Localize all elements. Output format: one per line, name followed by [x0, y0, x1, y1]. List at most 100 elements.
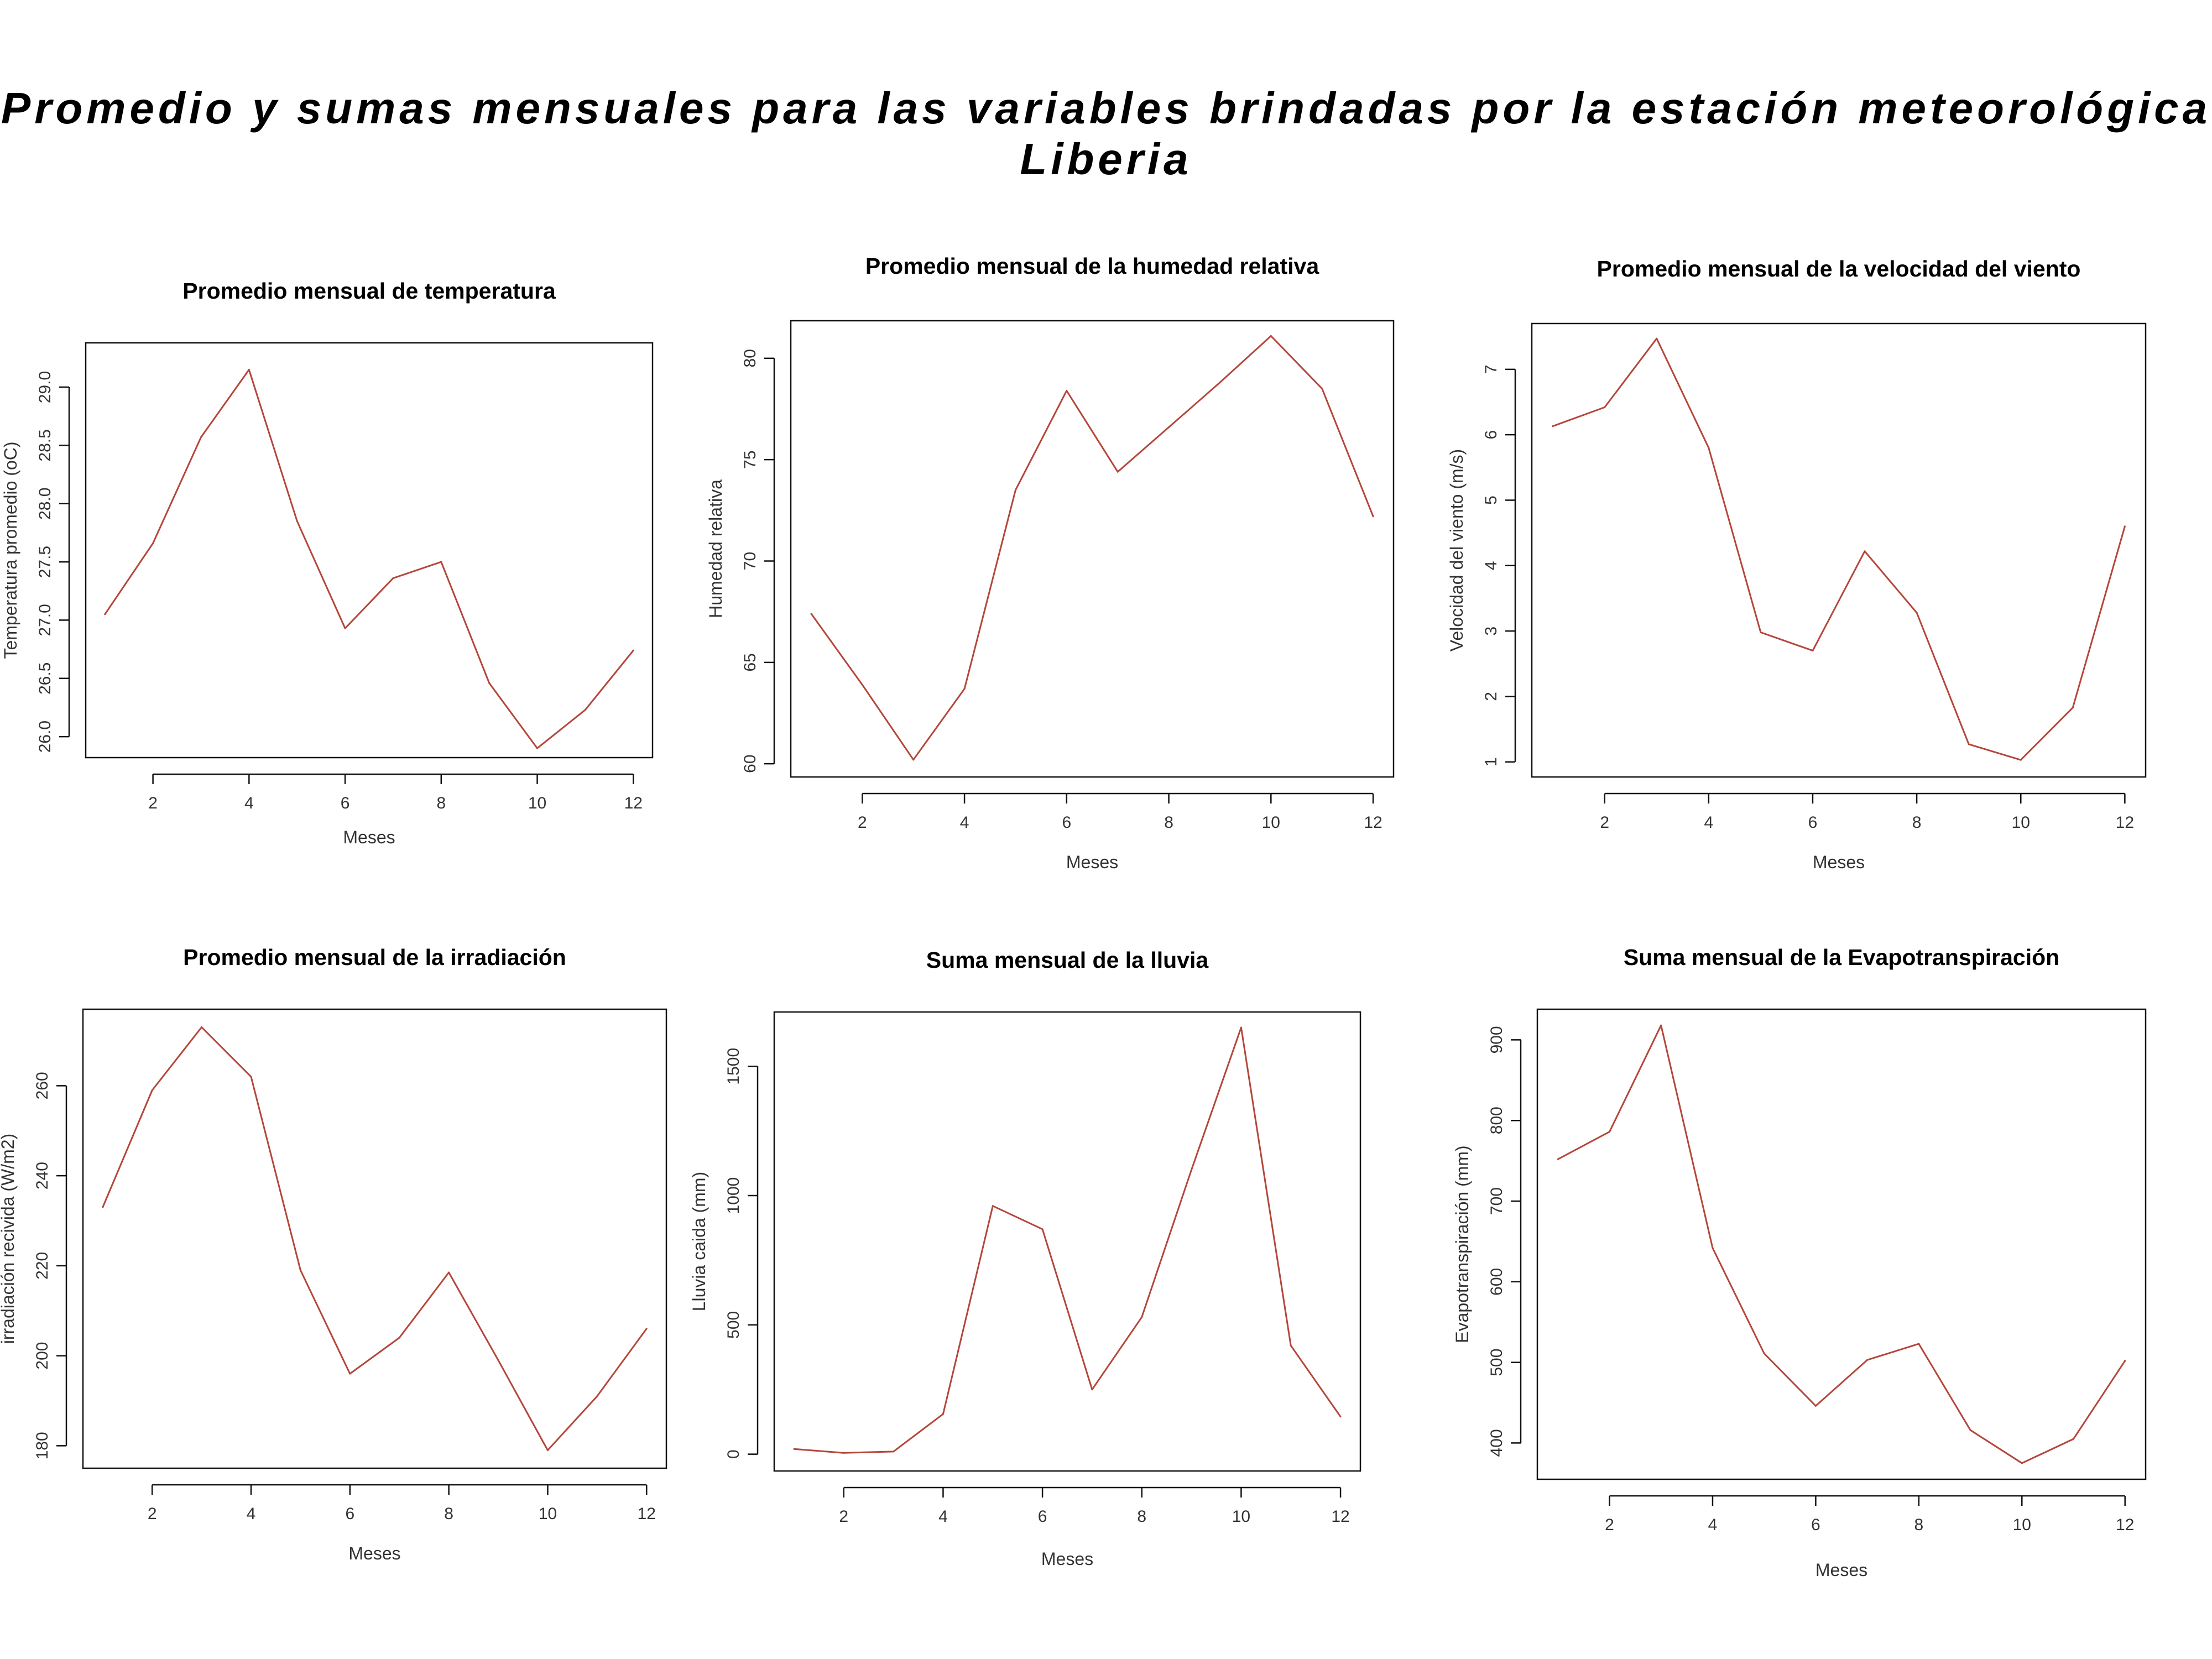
- data-point: [248, 368, 250, 371]
- x-tick-label: 8: [1137, 1507, 1146, 1526]
- data-point: [2072, 707, 2074, 709]
- y-tick-label: 700: [1488, 1187, 1506, 1215]
- data-point: [299, 1269, 301, 1271]
- data-point: [1290, 1344, 1292, 1347]
- x-tick-label: 4: [244, 794, 254, 812]
- data-point: [1609, 1131, 1611, 1133]
- data-point: [151, 1089, 153, 1091]
- data-point: [2072, 1438, 2074, 1440]
- y-axis-label: Humedad relativa: [706, 479, 726, 618]
- data-point: [102, 1206, 104, 1208]
- x-tick-label: 2: [1605, 1516, 1614, 1534]
- x-tick-label: 12: [2116, 1516, 2134, 1534]
- data-point: [1812, 650, 1814, 652]
- plot-frame: [1531, 322, 2147, 778]
- plot-frame: [82, 1008, 667, 1469]
- data-point: [2020, 759, 2022, 761]
- data-point: [1760, 631, 1762, 633]
- data-point: [104, 613, 106, 615]
- x-tick-label: 2: [148, 794, 158, 812]
- chart-panel-1: Promedio mensual de temperatura 2 4 6 8 10 12 M…: [1, 278, 654, 847]
- data-point: [1219, 382, 1221, 384]
- data-point: [398, 1337, 400, 1339]
- y-axis-label: Lluvia caida (mm): [689, 1172, 709, 1312]
- x-tick-label: 8: [1914, 1516, 1923, 1534]
- data-point: [632, 649, 634, 651]
- x-tick-label: 2: [148, 1505, 157, 1523]
- x-tick-label: 12: [638, 1505, 656, 1523]
- data-point: [546, 1449, 549, 1451]
- data-point: [536, 747, 539, 749]
- data-point: [1066, 390, 1068, 392]
- x-axis-label: Meses: [1041, 1549, 1093, 1569]
- data-point: [1814, 1405, 1817, 1407]
- x-tick-label: 2: [858, 813, 867, 832]
- y-axis-label: irradiación recivida (W/m2): [0, 1134, 18, 1344]
- x-axis-label: Meses: [343, 827, 395, 847]
- x-tick-label: 12: [1331, 1507, 1349, 1526]
- x-tick-label: 8: [436, 794, 446, 812]
- data-point: [1321, 388, 1323, 390]
- y-tick-label: 2: [1482, 692, 1500, 701]
- y-axis-label: Evapotranspiración (mm): [1452, 1145, 1472, 1343]
- x-axis-label: Meses: [1815, 1560, 1867, 1580]
- data-point: [2021, 1462, 2023, 1464]
- data-point: [793, 1448, 795, 1450]
- y-tick-label: 27.0: [36, 604, 54, 636]
- data-point: [1557, 1158, 1559, 1160]
- y-tick-label: 28.5: [36, 429, 54, 461]
- x-tick-label: 4: [247, 1505, 256, 1523]
- data-point: [1660, 1024, 1662, 1026]
- data-point: [810, 613, 812, 615]
- data-point: [1763, 1353, 1765, 1355]
- data-point: [1141, 1316, 1143, 1318]
- data-point: [1656, 337, 1658, 340]
- y-tick-label: 60: [741, 754, 759, 773]
- data-point: [201, 1026, 203, 1029]
- x-tick-label: 6: [345, 1505, 354, 1523]
- data-point: [448, 1271, 450, 1274]
- chart-title: Suma mensual de la lluvia: [926, 947, 1209, 973]
- x-tick-label: 4: [1708, 1516, 1718, 1534]
- data-point: [942, 1413, 944, 1415]
- x-tick-label: 6: [1062, 813, 1071, 832]
- data-point: [1191, 1168, 1193, 1171]
- data-point: [349, 1373, 351, 1375]
- series-line: [1552, 337, 2126, 761]
- y-tick-label: 3: [1482, 627, 1500, 636]
- y-tick-label: 0: [724, 1449, 743, 1459]
- x-tick-label: 10: [528, 794, 546, 812]
- data-point: [344, 627, 346, 629]
- data-point: [1372, 515, 1374, 518]
- plot-frame: [790, 320, 1395, 778]
- y-tick-label: 600: [1488, 1268, 1506, 1296]
- data-point: [1918, 1343, 1920, 1345]
- data-point: [1240, 1026, 1242, 1029]
- y-tick-label: 220: [33, 1252, 51, 1280]
- x-tick-label: 4: [938, 1507, 948, 1526]
- x-tick-label: 10: [1232, 1507, 1250, 1526]
- x-tick-label: 8: [1164, 813, 1173, 832]
- chart-title: Promedio mensual de temperatura: [182, 278, 556, 304]
- x-tick-label: 6: [1808, 813, 1818, 832]
- y-tick-label: 1000: [724, 1177, 743, 1214]
- data-point: [1866, 1359, 1869, 1361]
- x-tick-label: 2: [1600, 813, 1609, 832]
- data-point: [861, 684, 863, 686]
- chart-panel-4: Promedio mensual de la irradiación 2 4 6 8 10…: [0, 945, 667, 1563]
- y-tick-label: 7: [1482, 364, 1500, 374]
- x-tick-label: 10: [2012, 813, 2030, 832]
- data-point: [152, 542, 154, 544]
- data-point: [250, 1076, 252, 1078]
- x-axis-label: Meses: [348, 1543, 400, 1563]
- y-tick-label: 4: [1482, 561, 1500, 570]
- data-point: [1552, 425, 1554, 427]
- y-tick-label: 900: [1488, 1026, 1506, 1053]
- data-point: [2124, 1360, 2126, 1362]
- data-point: [1270, 335, 1272, 337]
- data-point: [1091, 1389, 1093, 1391]
- y-tick-label: 200: [33, 1342, 51, 1370]
- data-point: [1339, 1416, 1342, 1418]
- x-tick-label: 10: [2013, 1516, 2031, 1534]
